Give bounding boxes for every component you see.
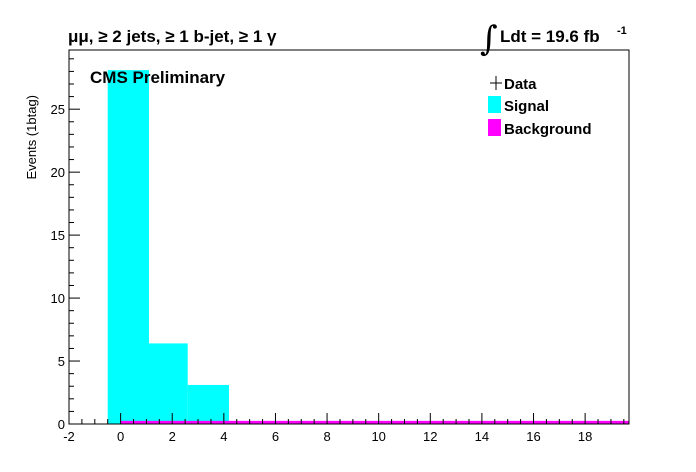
cms-preliminary-label: CMS Preliminary xyxy=(90,68,226,87)
legend-item-signal: Signal xyxy=(488,96,549,115)
legend-swatch-background xyxy=(488,119,501,136)
x-tick-label: -2 xyxy=(63,429,75,444)
legend-label-signal: Signal xyxy=(504,98,549,115)
y-tick-label: 15 xyxy=(51,228,65,243)
x-tick-label: 6 xyxy=(272,429,279,444)
x-tick-label: 14 xyxy=(475,429,489,444)
plot-frame xyxy=(68,49,630,425)
legend-label-data: Data xyxy=(504,76,537,93)
x-tick-label: 12 xyxy=(423,429,437,444)
x-tick-label: 18 xyxy=(578,429,592,444)
x-tick-label: 2 xyxy=(169,429,176,444)
y-tick-label: 0 xyxy=(58,417,65,432)
lumi-exponent: -1 xyxy=(617,25,627,37)
signal-bar-2 xyxy=(187,384,229,424)
x-tick-label: 4 xyxy=(220,429,227,444)
lumi-label: Ldt = 19.6 fb xyxy=(500,27,600,46)
chart-title: μμ, ≥ 2 jets, ≥ 1 b-jet, ≥ 1 γ xyxy=(68,27,277,46)
legend-item-background: Background xyxy=(488,119,592,138)
signal-bar-1 xyxy=(149,343,188,424)
integral-sign: ∫ xyxy=(480,19,498,59)
x-tick-label: 8 xyxy=(323,429,330,444)
legend: Data Signal Background xyxy=(488,76,592,138)
x-tick-label: 10 xyxy=(371,429,385,444)
legend-item-data: Data xyxy=(490,76,537,93)
y-tick-label: 5 xyxy=(58,354,65,369)
x-tick-label: 0 xyxy=(117,429,124,444)
plot-area xyxy=(107,70,629,425)
y-tick-label: 25 xyxy=(51,102,65,117)
y-axis-label: Events (1btag) xyxy=(24,95,39,180)
y-tick-label: 20 xyxy=(51,165,65,180)
x-tick-label: 16 xyxy=(526,429,540,444)
signal-bar-0 xyxy=(107,70,149,425)
y-tick-label: 10 xyxy=(51,291,65,306)
legend-swatch-signal xyxy=(488,96,501,113)
background-bar-0 xyxy=(120,420,629,424)
legend-label-background: Background xyxy=(504,121,592,138)
